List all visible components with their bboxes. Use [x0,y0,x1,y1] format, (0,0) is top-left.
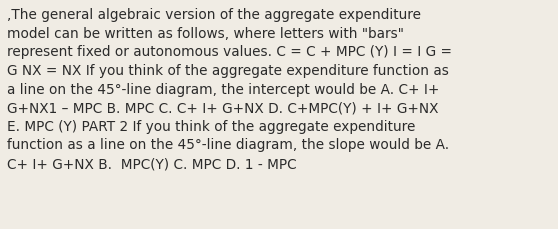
Text: ,The general algebraic version of the aggregate expenditure
model can be written: ,The general algebraic version of the ag… [7,8,451,170]
